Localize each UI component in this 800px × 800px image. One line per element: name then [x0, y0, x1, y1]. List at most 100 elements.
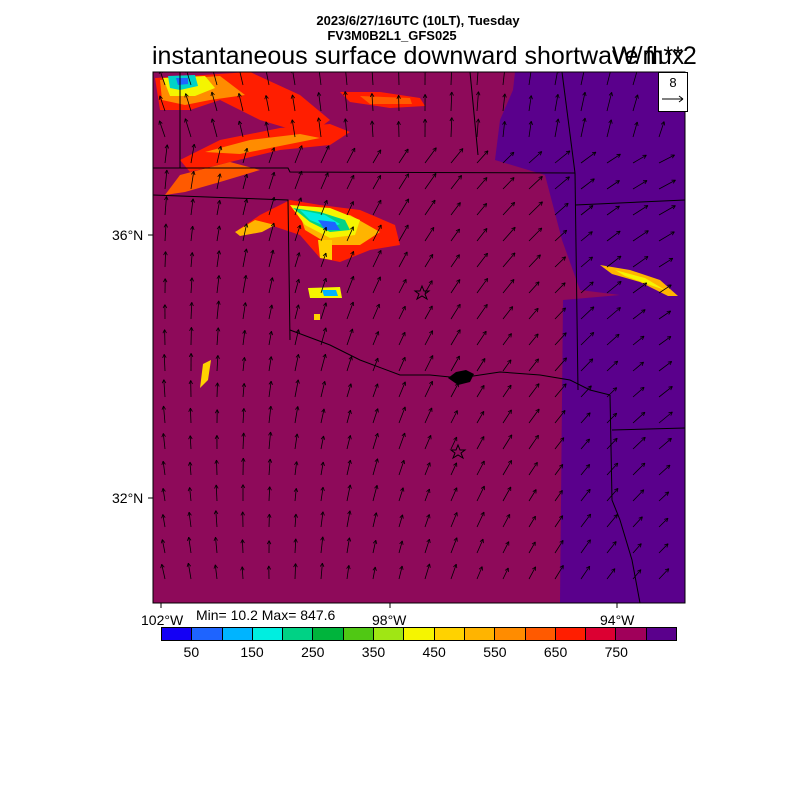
- wind-vector: [188, 537, 192, 554]
- wind-vector-head: [588, 358, 594, 363]
- field-upper-streak-orange: [205, 134, 320, 154]
- wind-vector: [606, 205, 620, 216]
- wind-vector-head: [426, 538, 431, 544]
- wind-vector-head: [586, 513, 592, 519]
- wind-vector-head: [644, 230, 649, 235]
- wind-vector-head: [241, 432, 246, 437]
- wind-vector-head: [422, 118, 428, 123]
- wind-vector-head: [480, 384, 485, 390]
- wind-vector: [476, 436, 485, 450]
- wind-vector-head: [533, 461, 538, 467]
- wind-vector: [163, 379, 166, 398]
- wind-vector-head: [404, 173, 409, 178]
- wind-vector-head: [349, 201, 354, 206]
- wind-vector-head: [161, 433, 166, 438]
- wind-vector: [398, 432, 406, 450]
- wind-vector: [580, 464, 591, 476]
- wind-vector: [372, 149, 382, 164]
- wind-vector-head: [161, 379, 167, 384]
- wind-vector-head: [483, 228, 488, 233]
- wind-vector-head: [507, 486, 512, 492]
- wind-vector: [211, 91, 218, 112]
- wind-vector: [163, 354, 166, 372]
- wind-vector-head: [377, 249, 382, 255]
- wind-vector-head: [344, 66, 348, 70]
- wind-vector-head: [347, 510, 352, 515]
- wind-vectors: [158, 66, 676, 580]
- wind-vector: [242, 148, 248, 164]
- wind-vector: [580, 281, 594, 294]
- wind-vector-head: [585, 438, 590, 443]
- wind-vector: [294, 433, 298, 450]
- wind-vector-head: [242, 302, 248, 307]
- wind-vector-head: [642, 154, 647, 159]
- wind-vector: [554, 203, 569, 216]
- wind-vector-head: [373, 512, 378, 517]
- wind-vector: [632, 543, 642, 554]
- wind-vector: [632, 462, 646, 476]
- wind-vector: [346, 328, 353, 346]
- wind-vector: [554, 282, 566, 294]
- wind-vector: [294, 329, 299, 346]
- wind-vector-head: [478, 566, 483, 571]
- wind-vector-head: [510, 279, 515, 284]
- wind-vector-head: [422, 94, 428, 99]
- wind-vector: [632, 205, 649, 216]
- wind-vector: [372, 566, 376, 580]
- wind-vector-head: [534, 358, 539, 363]
- wind-vector-head: [507, 409, 512, 414]
- wind-vector-head: [350, 174, 355, 180]
- wind-vector: [398, 198, 410, 216]
- wind-vector-head: [237, 120, 243, 125]
- wind-vector-head: [426, 563, 431, 568]
- wind-vector-head: [608, 119, 613, 124]
- field-small-patch-cyan: [322, 290, 338, 296]
- wind-vector-head: [269, 304, 274, 309]
- wind-vector: [268, 277, 273, 294]
- wind-vector-head: [237, 93, 242, 98]
- wind-vector: [450, 329, 461, 346]
- colorbar-swatch: [313, 628, 344, 640]
- wind-vector: [189, 487, 192, 502]
- wind-vector: [580, 438, 590, 450]
- wind-vector: [450, 462, 457, 476]
- wind-vector-head: [322, 353, 327, 359]
- wind-vector: [632, 309, 646, 320]
- wind-vector-head: [346, 565, 351, 570]
- wind-vector-head: [213, 510, 219, 515]
- vector-reference-value: 8: [669, 75, 677, 90]
- wind-vector: [450, 436, 458, 450]
- wind-vector: [372, 408, 379, 424]
- wind-vector: [658, 121, 665, 138]
- wind-vector: [159, 95, 166, 112]
- wind-vector: [238, 93, 244, 112]
- colorbar-swatch: [343, 628, 375, 640]
- wind-vector: [398, 514, 403, 528]
- wind-vector-head: [217, 145, 223, 151]
- wind-vector: [606, 307, 621, 320]
- wind-vector: [242, 432, 245, 450]
- wind-vector-head: [660, 121, 666, 126]
- map-frame: [152, 71, 686, 604]
- wind-vector-head: [346, 537, 352, 542]
- wind-vector: [346, 565, 350, 580]
- wind-vector: [580, 256, 593, 268]
- city-marker-dfw: [449, 443, 467, 460]
- wind-vector-head: [585, 464, 591, 469]
- wind-vector-head: [537, 151, 543, 156]
- wind-vector: [632, 489, 645, 502]
- wind-vector-head: [664, 568, 670, 573]
- wind-vector: [476, 460, 485, 476]
- wind-vector-head: [343, 91, 348, 96]
- wind-vector: [162, 433, 166, 450]
- wind-vector: [476, 228, 488, 242]
- wind-vector: [554, 150, 571, 164]
- wind-vector-head: [399, 565, 404, 570]
- wind-vector-head: [455, 254, 460, 259]
- wind-vector: [346, 537, 350, 554]
- wind-vector-head: [161, 405, 166, 410]
- wind-vector: [554, 565, 564, 580]
- wind-vector: [398, 224, 409, 242]
- wind-vector-head: [267, 513, 272, 518]
- wind-vector-head: [613, 360, 619, 366]
